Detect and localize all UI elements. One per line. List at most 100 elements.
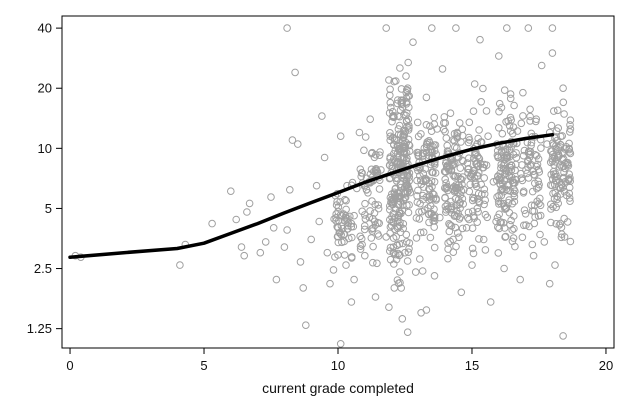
scatter-point bbox=[422, 306, 431, 314]
scatter-point bbox=[386, 223, 395, 231]
scatter-point bbox=[406, 188, 415, 197]
scatter-point bbox=[540, 238, 549, 246]
scatter-point bbox=[566, 121, 574, 129]
scatter-point bbox=[430, 223, 439, 231]
scatter-point bbox=[528, 240, 537, 249]
scatter-point bbox=[367, 165, 376, 174]
scatter-point bbox=[361, 215, 370, 223]
scatter-point bbox=[565, 170, 574, 178]
scatter-point bbox=[534, 183, 543, 191]
scatter-point bbox=[387, 103, 395, 112]
scatter-point bbox=[458, 224, 467, 233]
y-tick-label: 10 bbox=[38, 141, 52, 156]
scatter-point bbox=[560, 187, 569, 196]
scatter-point bbox=[409, 38, 417, 47]
scatter-point bbox=[386, 91, 394, 100]
scatter-point bbox=[397, 183, 405, 192]
scatter-point bbox=[464, 168, 472, 177]
scatter-point bbox=[283, 226, 291, 234]
scatter-point bbox=[526, 150, 534, 159]
scatter-point bbox=[547, 205, 555, 213]
scatter-point bbox=[396, 268, 404, 276]
scatter-point bbox=[341, 213, 350, 222]
scatter-point bbox=[481, 246, 490, 254]
scatter-point bbox=[561, 159, 569, 168]
scatter-point bbox=[240, 251, 248, 260]
scatter-point bbox=[419, 228, 428, 236]
scatter-point bbox=[477, 180, 486, 189]
scatter-point bbox=[416, 228, 425, 237]
scatter-point bbox=[396, 64, 404, 72]
scatter-point bbox=[334, 224, 342, 232]
scatter-point bbox=[457, 288, 466, 297]
scatter-point bbox=[498, 184, 507, 193]
scatter-point bbox=[402, 72, 410, 80]
scatter-point bbox=[547, 121, 556, 130]
scatter-point bbox=[436, 213, 444, 222]
scatter-point bbox=[385, 76, 393, 84]
scatter-point bbox=[371, 221, 380, 229]
scatter-point bbox=[269, 224, 278, 232]
scatter-point bbox=[403, 328, 412, 337]
scatter-point bbox=[477, 98, 486, 106]
scatter-point bbox=[492, 217, 500, 226]
scatter-point bbox=[401, 248, 409, 257]
scatter-point bbox=[484, 132, 492, 140]
scatter-point bbox=[389, 150, 398, 158]
scatter-point bbox=[566, 177, 575, 185]
scatter-point bbox=[400, 148, 408, 156]
scatter-point bbox=[427, 142, 435, 150]
scatter-point bbox=[401, 193, 410, 202]
scatter-point bbox=[394, 96, 402, 104]
scatter-point bbox=[469, 193, 477, 202]
scatter-point bbox=[405, 140, 413, 149]
scatter-point bbox=[361, 251, 369, 260]
scatter-point bbox=[442, 179, 450, 187]
scatter-point bbox=[386, 98, 395, 107]
scatter-point bbox=[403, 257, 412, 265]
scatter-point bbox=[404, 208, 413, 217]
scatter-point bbox=[509, 234, 518, 242]
scatter-point bbox=[534, 212, 543, 220]
scatter-point bbox=[373, 166, 381, 175]
scatter-point bbox=[361, 211, 369, 219]
scatter-point bbox=[414, 151, 423, 159]
plot-frame bbox=[61, 15, 615, 349]
scatter-point bbox=[412, 234, 421, 242]
scatter-point bbox=[447, 205, 455, 214]
scatter-point bbox=[347, 298, 356, 306]
scatter-point bbox=[430, 214, 439, 222]
x-tick-label: 0 bbox=[66, 358, 73, 373]
scatter-point bbox=[431, 141, 440, 149]
scatter-point bbox=[566, 116, 575, 124]
scatter-point bbox=[386, 132, 395, 141]
scatter-point bbox=[451, 172, 460, 180]
scatter-point bbox=[348, 253, 356, 261]
scatter-point bbox=[476, 35, 484, 44]
scatter-point bbox=[457, 138, 465, 146]
scatter-point bbox=[483, 213, 492, 222]
scatter-point bbox=[565, 194, 574, 202]
scatter-point bbox=[468, 244, 477, 253]
scatter-point bbox=[394, 279, 403, 288]
scatter-point bbox=[256, 248, 265, 257]
scatter-point bbox=[370, 209, 379, 217]
y-tick-label: 40 bbox=[38, 21, 52, 36]
scatter-point bbox=[291, 68, 299, 77]
scatter-point bbox=[232, 215, 240, 224]
scatter-point bbox=[443, 201, 452, 209]
scatter-point bbox=[551, 188, 560, 197]
scatter-point bbox=[418, 207, 426, 216]
scatter-point bbox=[456, 191, 465, 199]
scatter-point bbox=[441, 127, 449, 136]
scatter-point bbox=[357, 234, 366, 243]
scatter-point bbox=[482, 107, 491, 115]
scatter-point bbox=[478, 163, 487, 172]
scatter-point bbox=[473, 204, 482, 213]
fit-line-layer bbox=[68, 132, 555, 259]
scatter-point bbox=[502, 204, 510, 213]
scatter-point bbox=[453, 132, 461, 140]
scatter-point bbox=[445, 227, 454, 236]
scatter-point bbox=[450, 183, 458, 191]
